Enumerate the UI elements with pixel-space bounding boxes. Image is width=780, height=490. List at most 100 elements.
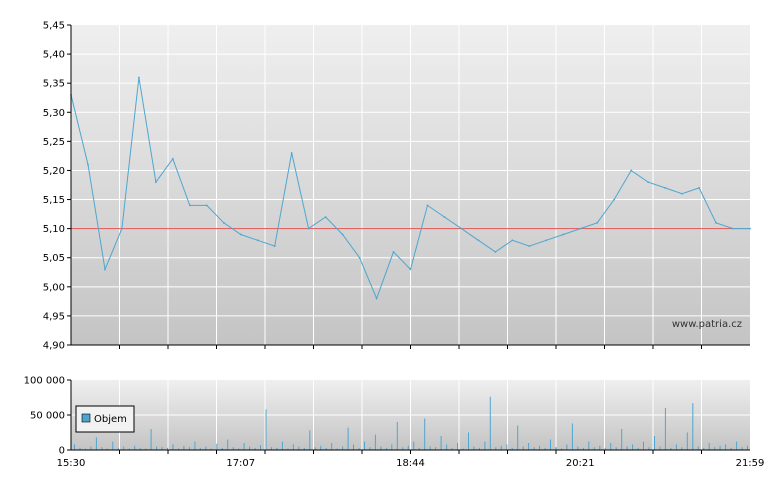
volume-bar [413,441,415,450]
volume-bar [648,447,650,450]
volume-bar [725,444,727,450]
price-point [273,245,276,247]
volume-bar [188,447,190,450]
volume-bar [675,444,677,450]
volume-bar [402,447,404,450]
volume-bar [183,445,185,450]
volume-bar [90,446,92,450]
volume-bar [511,447,513,450]
price-y-tick-label: 5,20 [43,166,65,177]
price-point [104,268,106,271]
volume-bar [550,439,551,450]
price-y-tick-label: 5,30 [43,108,65,119]
volume-bar [407,445,409,450]
price-point [511,239,514,242]
price-point [121,227,123,230]
price-point [681,192,683,195]
volume-bar [692,403,694,450]
volume-y-tick-label: 50 000 [30,411,65,422]
volume-y-tick-label: 100 000 [24,376,65,387]
volume-bar [298,446,300,450]
volume-bar [736,441,738,450]
price-point [324,216,327,218]
volume-bar [243,443,245,450]
price-point [579,227,582,230]
volume-bar [566,444,568,450]
volume-bar [276,447,278,450]
volume-bar [637,447,639,450]
volume-bar [457,443,458,450]
price-point [664,187,667,189]
volume-bar [681,447,683,450]
volume-bar [396,422,398,450]
price-point [222,221,225,224]
volume-bar [604,447,606,450]
price-point [290,152,293,154]
volume-bar [484,441,486,450]
volume-bar [462,448,464,450]
volume-bar [500,445,502,450]
volume-bar [533,447,535,450]
volume-bar [221,447,223,450]
volume-bar [593,447,595,450]
volume-bar [216,443,218,450]
volume-bar [227,439,229,450]
volume-bar [134,445,136,450]
volume-bar [719,445,721,450]
volume-bar [440,436,442,450]
volume-bar [446,444,448,450]
price-y-tick-label: 4,90 [43,341,65,352]
volume-bar [571,423,573,450]
price-point [443,216,446,218]
volume-bar [117,447,119,450]
volume-bar [292,444,294,450]
volume-bar [703,447,705,450]
volume-bar [353,444,354,450]
price-point [392,251,395,253]
volume-bar [468,432,469,450]
price-point [256,239,259,242]
volume-bar [161,447,163,450]
volume-bar [506,444,508,450]
volume-bar [659,446,661,450]
volume-bar [336,448,338,450]
price-point [545,239,548,242]
volume-bar [385,447,387,450]
volume-bar [347,427,349,450]
legend-label: Objem [94,414,127,425]
legend: Objem [75,405,135,433]
volume-bar [544,447,546,450]
x-tick-label: 17:07 [226,458,255,469]
volume-bar [265,409,267,450]
volume-bar [156,446,158,450]
volume-bar [714,447,716,450]
volume-bar [473,446,475,450]
price-y-tick-label: 5,45 [43,21,65,32]
volume-bar [686,432,688,450]
volume-bar [632,444,634,450]
volume-bar [123,446,125,450]
price-point [154,181,157,183]
volume-bar [271,447,272,450]
volume-bar [238,448,240,450]
volume-bar [303,447,305,450]
volume-panel: 100 000 50 000 0 15:30 17:07 18:44 20:21 21:59… [24,376,765,470]
price-point [358,256,361,259]
x-tick-label: 21:59 [736,458,765,469]
volume-bar [167,447,168,450]
price-y-tick-label: 5,00 [43,282,65,293]
volume-bar [369,447,371,450]
price-point [647,181,650,183]
volume-bar [254,447,256,450]
volume-bar [615,447,617,450]
volume-bar [358,447,360,450]
volume-bar [342,446,344,450]
volume-bar [517,425,519,450]
volume-y-tick-label: 0 [59,446,65,457]
price-point [715,221,717,224]
volume-bar [451,447,453,450]
volume-bar [178,448,179,450]
price-point [375,297,378,300]
volume-bar [626,446,628,450]
